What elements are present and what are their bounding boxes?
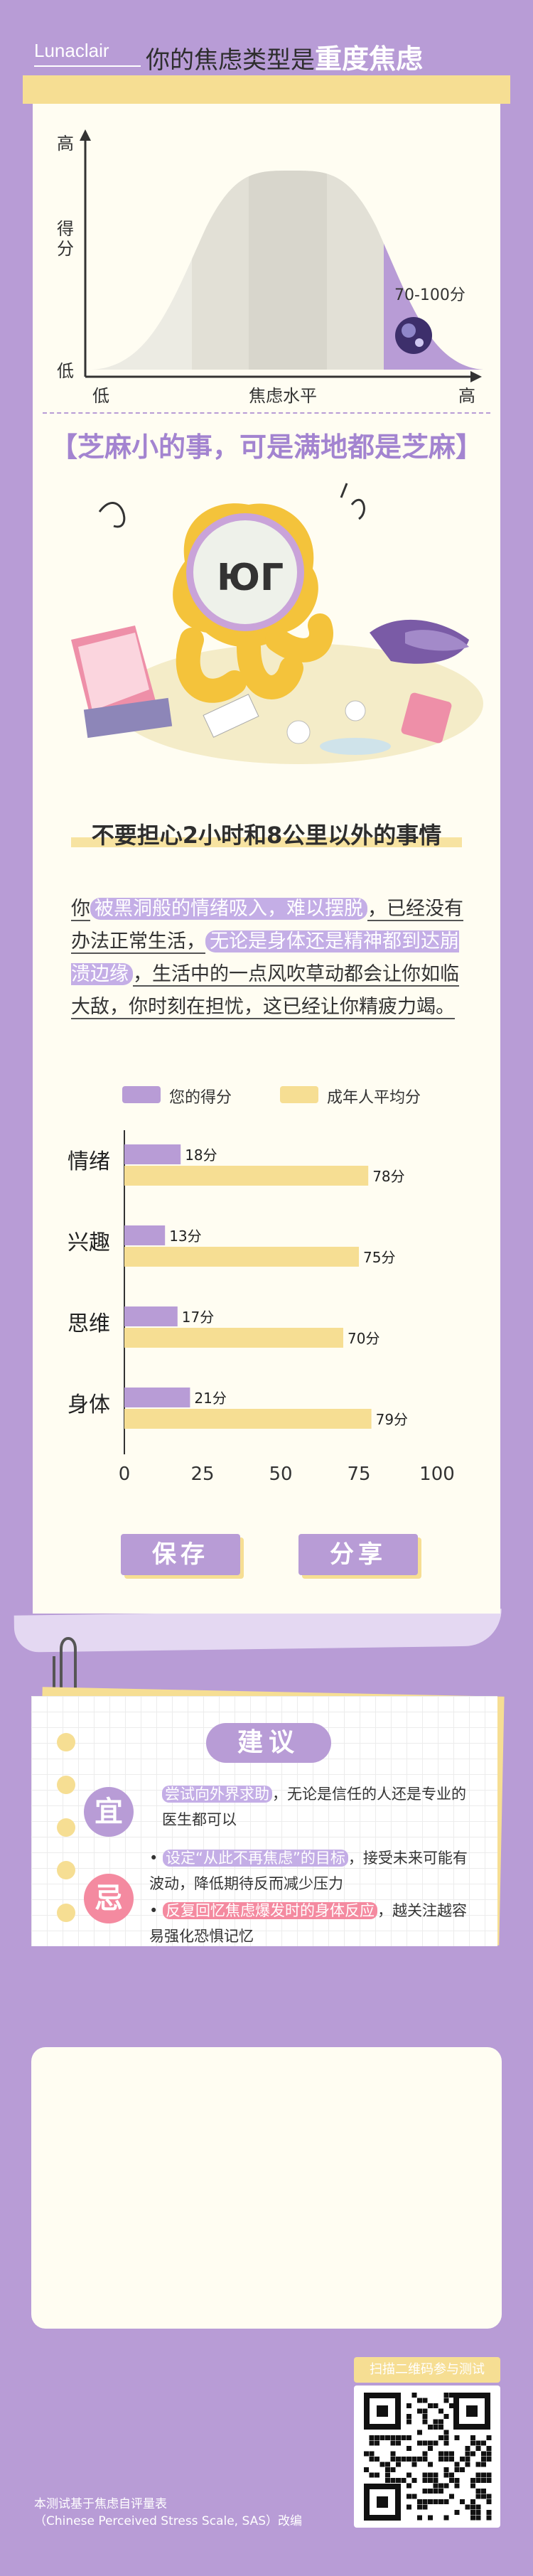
legend-label-your-score: 您的得分 — [169, 1089, 232, 1107]
dont-suggestion-1: • 设定“从此不再焦虑”的目标 ，接受未来可能有波动，降低期待反而减少压力 — [149, 1850, 468, 1892]
save-button[interactable]: 保存 — [121, 1534, 240, 1575]
result-title-prefix: 你的焦虑类型是 — [146, 46, 315, 75]
subtitle-highlight — [71, 837, 462, 847]
dont-suggestion-2: • 反复回忆焦虑爆发时的身体反应 ，越关注越容易强化恐惧记忆 — [149, 1902, 468, 1945]
bar-your-score — [124, 1225, 166, 1245]
qr-code-icon — [364, 2393, 492, 2521]
legend-swatch-average — [280, 1086, 318, 1103]
bar-your-score — [124, 1306, 178, 1326]
subtitle: 不要担心2小时和8公里以外的事情 — [91, 822, 442, 849]
do-highlight: 尝试向外界求助 — [162, 1786, 272, 1803]
description-paragraph: 你被黑洞般的情绪吸入，难以摆脱 ，已经没有办法正常生活， 无论是身体还是精神都到达崩… — [71, 893, 469, 1024]
y-axis-low: 低 — [57, 361, 74, 381]
category-label: 思维 — [68, 1311, 110, 1336]
bar-value-label: 78分 — [372, 1168, 404, 1185]
bar-value-label: 75分 — [363, 1249, 395, 1266]
card-dot — [57, 1904, 75, 1922]
bar-your-score — [124, 1144, 181, 1164]
header-banner — [23, 75, 510, 104]
bar-value-label: 21分 — [194, 1390, 226, 1407]
bar-average — [124, 1409, 372, 1429]
x-tick-label: 75 — [347, 1464, 370, 1485]
y-axis-high: 高 — [57, 134, 74, 154]
x-tick-label: 25 — [190, 1464, 214, 1485]
do-badge: 宜 — [84, 1787, 134, 1837]
card-dot — [57, 1818, 75, 1837]
dont-badge: 忌 — [84, 1874, 134, 1923]
bar-average — [124, 1166, 369, 1186]
svg-text:ЮГ: ЮГ — [217, 557, 284, 599]
bar-average — [124, 1247, 359, 1267]
tagline: 【芝麻小的事，可是满地都是芝麻】 — [50, 431, 483, 463]
paper-fold — [14, 1609, 502, 1653]
card-dot — [57, 1861, 75, 1879]
divider — [43, 412, 490, 414]
brand-name: Lunaclair — [34, 40, 109, 61]
dont1-text: ，接受未来可能有波动，降低期待反而减少压力 — [149, 1850, 468, 1892]
blank-panel — [31, 2047, 502, 2329]
x-tick-label: 50 — [269, 1464, 292, 1485]
suggestion-title: 建议 — [206, 1723, 331, 1763]
x-axis-label: 焦虑水平 — [249, 386, 317, 405]
bar-value-label: 79分 — [376, 1411, 408, 1428]
anxious-character-illustration: ЮГ — [71, 483, 483, 764]
footer-line-1: 本测试基于焦虑自评量表 — [34, 2497, 167, 2511]
bar-value-label: 70分 — [348, 1330, 379, 1347]
desc-part-1: 你 — [71, 898, 90, 921]
y-axis-score-1: 得 — [57, 219, 74, 239]
bar-value-label: 18分 — [185, 1147, 217, 1164]
anxiety-distribution-chart: 高 得 分 低 低 焦虑水平 高 70-100分 — [57, 129, 483, 405]
x-tick-label: 100 — [419, 1464, 455, 1485]
desc-part-3: ，生活中的一点风吹草动都会让你如临大敌，你时刻在担忧，这已经让你精疲力竭。 — [71, 963, 459, 1019]
category-label: 情绪 — [68, 1149, 110, 1174]
category-label: 身体 — [68, 1392, 110, 1417]
dont2-highlight: 反复回忆焦虑爆发时的身体反应 — [163, 1902, 378, 1919]
do-suggestion: 尝试向外界求助 ，无论是信任的人还是专业的医生都可以 — [162, 1781, 475, 1832]
qr-label: 扫描二维码参与测试 — [354, 2357, 500, 2383]
card-dot — [57, 1733, 75, 1751]
x-axis-high: 高 — [458, 386, 475, 405]
desc-part-2: ，已经没有办法正常生活， — [71, 898, 463, 954]
share-button[interactable]: 分享 — [298, 1534, 418, 1575]
brand-underline — [34, 65, 141, 67]
result-type: 重度焦虑 — [315, 43, 424, 75]
card-dot — [57, 1776, 75, 1794]
result-title: 你的焦虑类型是重度焦虑 — [146, 37, 423, 76]
legend-swatch-your-score — [122, 1086, 161, 1103]
qr-code[interactable] — [354, 2386, 500, 2528]
x-axis-low: 低 — [92, 386, 109, 405]
bar-average — [124, 1328, 343, 1348]
dont2-text: ，越关注越容易强化恐惧记忆 — [149, 1902, 468, 1945]
category-label: 兴趣 — [68, 1230, 110, 1255]
bar-value-label: 13分 — [169, 1228, 201, 1245]
x-tick-label: 0 — [119, 1464, 131, 1485]
legend-label-average: 成年人平均分 — [327, 1089, 421, 1107]
y-axis-score-2: 分 — [57, 239, 74, 259]
bar-your-score — [124, 1388, 190, 1407]
bar-value-label: 17分 — [182, 1309, 214, 1326]
footer-line-2: （Chinese Perceived Stress Scale, SAS）改编 — [34, 2514, 303, 2528]
desc-highlight-1: 被黑洞般的情绪吸入，难以摆脱 — [90, 898, 367, 920]
dont1-highlight: 设定“从此不再焦虑”的目标 — [163, 1850, 348, 1867]
severe-range-label: 70-100分 — [394, 286, 465, 304]
do-text: ，无论是信任的人还是专业的医生都可以 — [162, 1786, 466, 1828]
